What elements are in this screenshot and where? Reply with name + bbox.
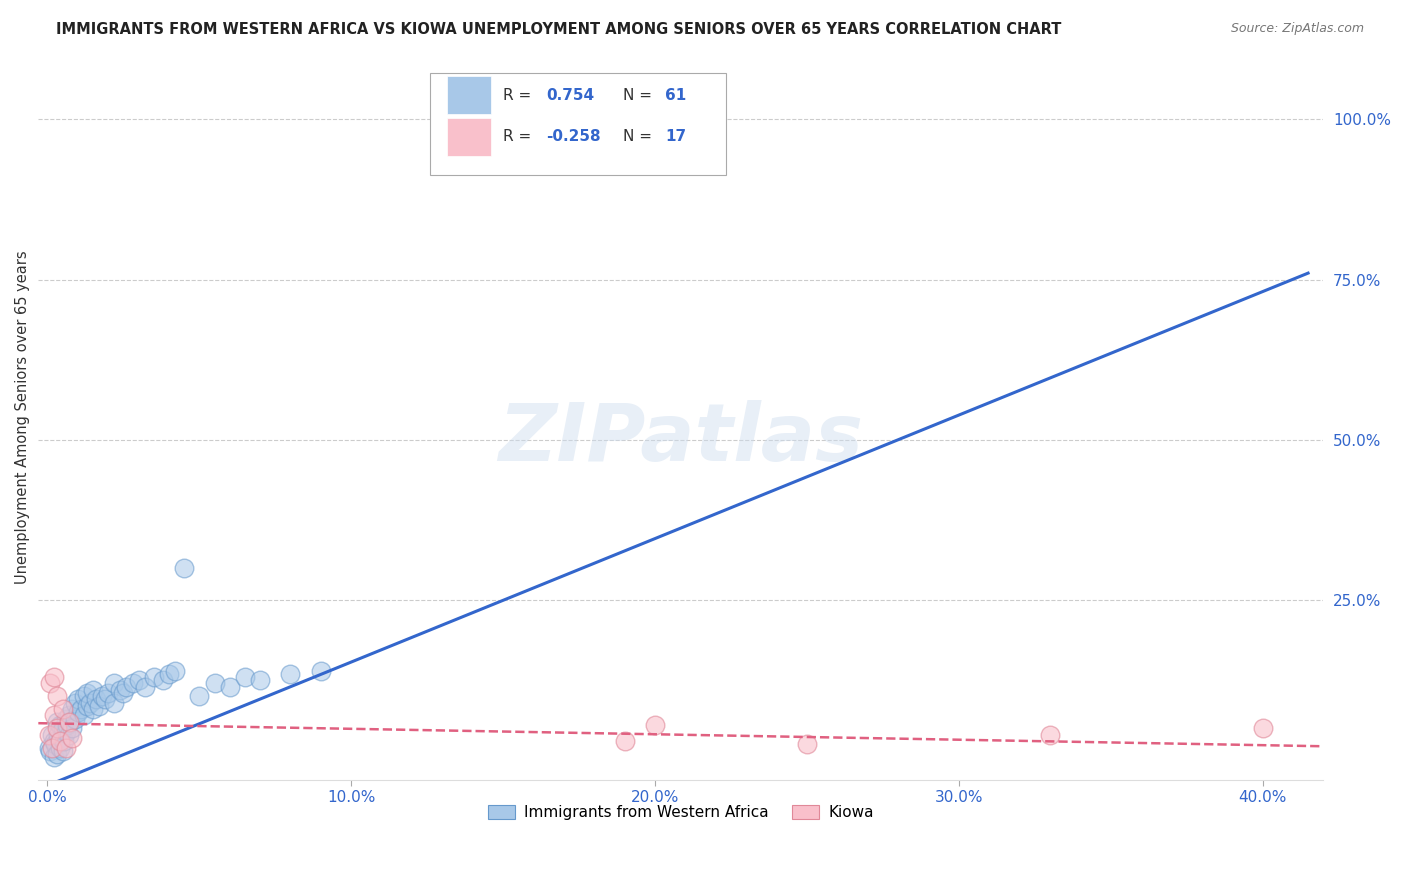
Point bbox=[73, 690, 96, 704]
Point bbox=[45, 721, 67, 735]
Text: ZIPatlas: ZIPatlas bbox=[498, 401, 863, 478]
Legend: Immigrants from Western Africa, Kiowa: Immigrants from Western Africa, Kiowa bbox=[481, 798, 880, 826]
Point bbox=[1251, 721, 1274, 735]
Point bbox=[82, 682, 104, 697]
Point bbox=[84, 692, 107, 706]
Point bbox=[60, 721, 83, 735]
Point bbox=[60, 702, 83, 716]
Point bbox=[115, 680, 138, 694]
Point bbox=[233, 670, 256, 684]
Point bbox=[48, 740, 70, 755]
Point bbox=[79, 696, 101, 710]
Point bbox=[94, 692, 117, 706]
Point bbox=[66, 692, 89, 706]
Point bbox=[87, 698, 110, 713]
Point bbox=[55, 724, 77, 739]
Text: 61: 61 bbox=[665, 87, 686, 103]
Point bbox=[1039, 728, 1062, 742]
Point bbox=[48, 734, 70, 748]
Text: -0.258: -0.258 bbox=[546, 129, 600, 145]
Point bbox=[60, 731, 83, 745]
Point bbox=[38, 740, 60, 755]
Y-axis label: Unemployment Among Seniors over 65 years: Unemployment Among Seniors over 65 years bbox=[15, 251, 30, 584]
Point bbox=[48, 718, 70, 732]
Text: R =: R = bbox=[503, 129, 537, 145]
Point bbox=[42, 708, 65, 723]
Point bbox=[644, 718, 666, 732]
Point bbox=[55, 740, 77, 755]
Point bbox=[152, 673, 174, 688]
Point bbox=[45, 714, 67, 729]
Point bbox=[56, 718, 79, 732]
Point bbox=[44, 737, 66, 751]
Point bbox=[63, 696, 86, 710]
Point bbox=[41, 740, 63, 755]
Point bbox=[49, 731, 72, 745]
FancyBboxPatch shape bbox=[447, 77, 491, 114]
Point bbox=[52, 721, 75, 735]
Point bbox=[188, 690, 211, 704]
Point bbox=[58, 714, 80, 729]
Point bbox=[218, 680, 240, 694]
Point bbox=[82, 702, 104, 716]
Point bbox=[103, 676, 125, 690]
Point bbox=[58, 708, 80, 723]
Text: 17: 17 bbox=[665, 129, 686, 145]
FancyBboxPatch shape bbox=[447, 118, 491, 155]
Point bbox=[52, 744, 75, 758]
Point bbox=[46, 728, 69, 742]
Point bbox=[309, 664, 332, 678]
Text: N =: N = bbox=[623, 129, 657, 145]
Point bbox=[128, 673, 150, 688]
Point bbox=[52, 702, 75, 716]
Text: 0.754: 0.754 bbox=[546, 87, 593, 103]
Text: Source: ZipAtlas.com: Source: ZipAtlas.com bbox=[1230, 22, 1364, 36]
Point bbox=[142, 670, 165, 684]
Point bbox=[163, 664, 186, 678]
Point bbox=[42, 734, 65, 748]
Point bbox=[796, 737, 818, 751]
Point bbox=[121, 676, 143, 690]
Point bbox=[39, 676, 62, 690]
Point bbox=[38, 728, 60, 742]
Point bbox=[204, 676, 226, 690]
Point bbox=[45, 747, 67, 761]
Point bbox=[173, 561, 195, 575]
Point bbox=[280, 666, 302, 681]
Point bbox=[53, 734, 76, 748]
Point bbox=[63, 712, 86, 726]
Point bbox=[76, 698, 98, 713]
Point bbox=[91, 690, 114, 704]
Point bbox=[42, 750, 65, 764]
Point bbox=[613, 734, 636, 748]
Point bbox=[39, 744, 62, 758]
FancyBboxPatch shape bbox=[430, 73, 725, 175]
Point bbox=[249, 673, 271, 688]
Point bbox=[59, 714, 82, 729]
Point bbox=[55, 712, 77, 726]
Point bbox=[42, 670, 65, 684]
Point bbox=[157, 666, 180, 681]
Point bbox=[110, 682, 132, 697]
Point bbox=[76, 686, 98, 700]
Text: N =: N = bbox=[623, 87, 657, 103]
Text: R =: R = bbox=[503, 87, 537, 103]
Point bbox=[112, 686, 135, 700]
Point bbox=[45, 690, 67, 704]
Point bbox=[97, 686, 120, 700]
Point bbox=[73, 708, 96, 723]
Point bbox=[58, 728, 80, 742]
Point bbox=[103, 696, 125, 710]
Text: IMMIGRANTS FROM WESTERN AFRICA VS KIOWA UNEMPLOYMENT AMONG SENIORS OVER 65 YEARS: IMMIGRANTS FROM WESTERN AFRICA VS KIOWA … bbox=[56, 22, 1062, 37]
Point bbox=[41, 728, 63, 742]
Point bbox=[70, 702, 93, 716]
Point bbox=[134, 680, 156, 694]
Point bbox=[66, 706, 89, 720]
